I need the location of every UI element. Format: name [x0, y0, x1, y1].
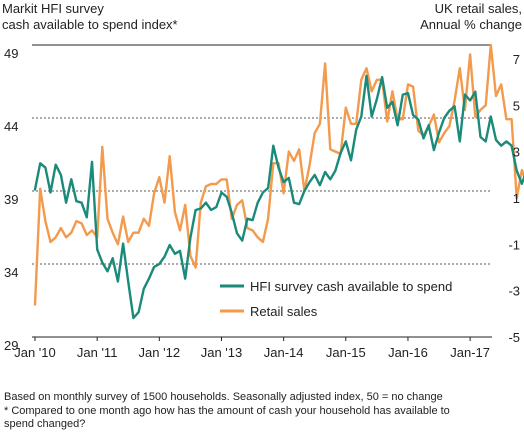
- footnote-1: Based on monthly survey of 1500 househol…: [4, 391, 443, 403]
- x-tick-label: Jan '11: [77, 345, 118, 360]
- chart-grid: [32, 44, 492, 265]
- line-chart: 29 34 39 44 49 -5 -3 -1 1 3 5 7 Jan '10 Jan '11 Jan '1…: [4, 43, 524, 360]
- x-tick-label: Jan '10: [14, 345, 56, 360]
- x-tick-label: Jan '12: [139, 345, 181, 360]
- footnote-2: * Compared to one month ago how has the …: [4, 405, 450, 417]
- right-axis-title: UK retail sales, Annual % change: [420, 1, 522, 33]
- left-tick-label: 49: [4, 46, 18, 61]
- series-line-hfi-survey: [33, 74, 524, 320]
- left-tick-label: 44: [4, 119, 18, 134]
- right-tick-label: -3: [508, 284, 520, 299]
- legend-label-hfi-survey: HFI survey cash available to spend: [250, 279, 452, 294]
- x-tick-label: Jan '13: [201, 345, 243, 360]
- right-tick-label: 7: [513, 52, 520, 67]
- chart-axes: 29 34 39 44 49 -5 -3 -1 1 3 5 7 Jan '10 Jan '11 Jan '1…: [4, 46, 520, 360]
- footnote-3: spend changed?: [4, 418, 86, 430]
- x-tick-label: Jan-15: [326, 345, 366, 360]
- right-tick-label: 1: [513, 191, 520, 206]
- chart-series: [33, 43, 524, 320]
- right-tick-label: -5: [508, 330, 520, 345]
- left-axis-title-line-2: cash available to spend index*: [2, 17, 178, 32]
- left-tick-label: 29: [4, 338, 18, 353]
- chart-legend: HFI survey cash available to spend Retail…: [220, 279, 452, 319]
- right-tick-label: 5: [513, 98, 520, 113]
- left-axis-title-line-1: Markit HFI survey: [2, 1, 104, 16]
- left-axis-title: Markit HFI survey cash available to spen…: [2, 1, 178, 33]
- left-tick-label: 39: [4, 192, 18, 207]
- right-tick-label: -1: [508, 237, 520, 252]
- series-line-retail-sales: [33, 43, 524, 306]
- right-axis-title-line-2: Annual % change: [420, 17, 522, 32]
- left-tick-label: 34: [4, 265, 18, 280]
- x-tick-label: Jan-16: [388, 345, 428, 360]
- x-tick-label: Jan-17: [450, 345, 490, 360]
- right-axis-title-line-1: UK retail sales,: [434, 1, 522, 16]
- right-tick-label: 3: [513, 145, 520, 160]
- x-tick-label: Jan-14: [264, 345, 304, 360]
- legend-label-retail-sales: Retail sales: [250, 304, 318, 319]
